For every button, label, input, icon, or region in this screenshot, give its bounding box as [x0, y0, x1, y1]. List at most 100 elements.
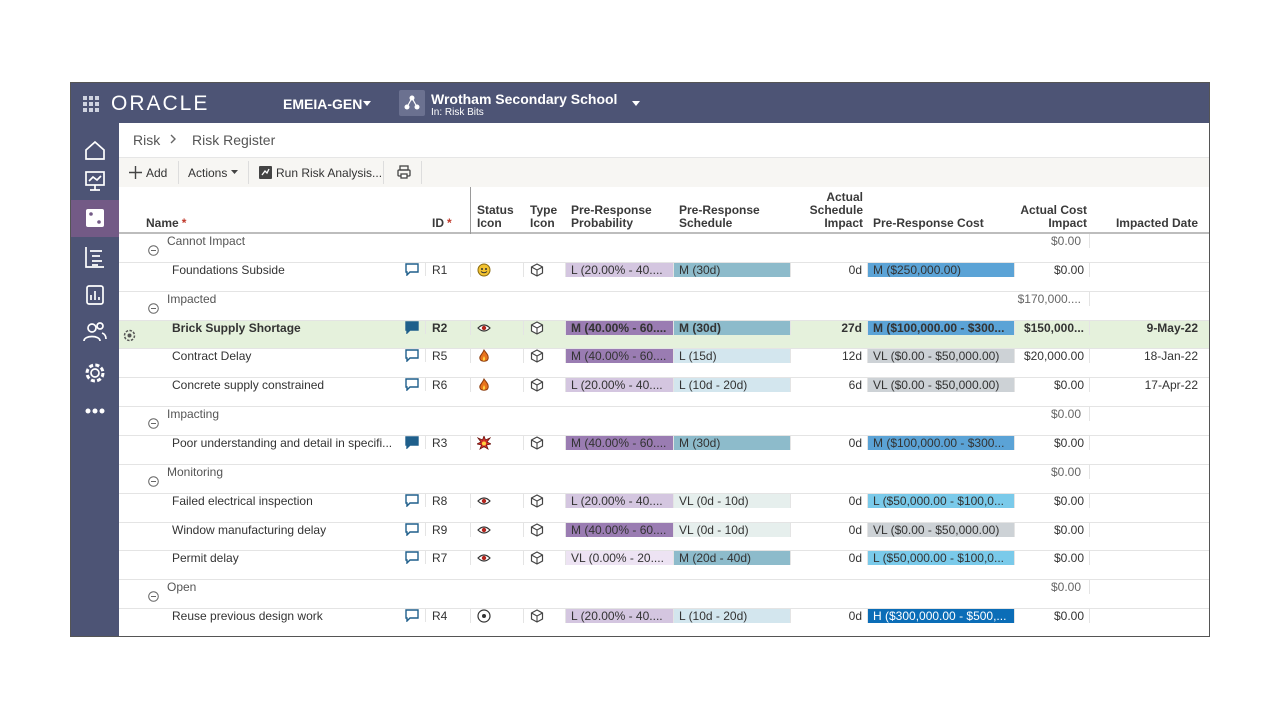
- schedule: VL (0d - 10d): [674, 522, 791, 537]
- table-row: Failed electrical inspection R8 L (20.00% …: [119, 493, 1209, 523]
- comment-icon[interactable]: [399, 493, 426, 507]
- column-header: Actual Cost Impact: [1017, 187, 1087, 233]
- risk-name[interactable]: Concrete supply constrained: [172, 378, 325, 393]
- column-header: Type Icon: [530, 187, 566, 233]
- print-button[interactable]: [397, 165, 411, 179]
- caret: [231, 170, 238, 174]
- breadcrumb-item[interactable]: Risk: [133, 132, 161, 148]
- risk-id: R1: [426, 262, 471, 277]
- probability: M (40.00% - 60....: [566, 320, 674, 335]
- schedule: M (30d): [674, 320, 791, 335]
- column-label[interactable]: Actual Schedule Impact: [809, 190, 863, 230]
- cost: M ($100,000.00 - $300...: [868, 320, 1015, 335]
- risk-name[interactable]: Foundations Subside: [172, 262, 285, 277]
- add-button[interactable]: Add: [146, 166, 168, 180]
- sidebar: [71, 123, 119, 637]
- column-label[interactable]: Pre-Response Cost: [873, 216, 984, 230]
- risk-name[interactable]: Failed electrical inspection: [172, 493, 313, 508]
- type-icon: [524, 609, 566, 624]
- table-header: [119, 187, 1209, 234]
- impacted-date: 9-May-22: [1146, 320, 1198, 335]
- actual-cost: $0.00: [1015, 407, 1090, 422]
- probability: L (20.00% - 40....: [566, 609, 674, 624]
- column-label[interactable]: Impacted Date: [1115, 216, 1198, 230]
- app-frame: ORACLE EMEIA-GEN Wrotham Secondary Schoo…: [70, 82, 1210, 637]
- column-label[interactable]: ID: [432, 216, 444, 230]
- table-row: Open $0.00: [119, 580, 1209, 610]
- probability: L (20.00% - 40....: [566, 378, 674, 393]
- column-label[interactable]: Pre-Response Schedule: [679, 203, 760, 230]
- project-name[interactable]: Wrotham Secondary School: [431, 91, 618, 107]
- table-row[interactable]: Brick Supply Shortage R2 M (40.00% - 60...…: [119, 320, 1209, 350]
- column-label[interactable]: Actual Cost Impact: [1020, 203, 1087, 230]
- risk-name[interactable]: Poor understanding and detail in specifi…: [172, 436, 393, 451]
- chevron: [170, 134, 176, 144]
- status-icon: [471, 493, 524, 508]
- comment-icon[interactable]: [399, 320, 426, 334]
- actual-schedule: 27d: [791, 320, 868, 335]
- group-header: Open: [167, 580, 197, 595]
- schedule: M (20d - 40d): [674, 551, 791, 566]
- column-label[interactable]: Type Icon: [530, 203, 558, 230]
- type-icon: [524, 378, 566, 393]
- column-header: Pre-Response Schedule: [679, 187, 779, 233]
- column-label[interactable]: Pre-Response Probability: [571, 203, 652, 230]
- table-row: Cannot Impact $0.00: [119, 234, 1209, 263]
- column-label[interactable]: Name: [146, 216, 179, 230]
- cost: L ($50,000.00 - $100,0...: [868, 551, 1015, 566]
- separator: [383, 161, 384, 184]
- type-icon: [524, 436, 566, 451]
- actual-cost: $0.00: [1015, 464, 1090, 479]
- project-location: In: Risk Bits: [431, 107, 484, 118]
- sidebar-icons[interactable]: [71, 123, 119, 637]
- column-header: Status Icon: [477, 187, 525, 233]
- collapse-toggle[interactable]: [148, 301, 159, 314]
- status-icon: [471, 378, 524, 393]
- risk-name[interactable]: Permit delay: [172, 551, 239, 566]
- apps-icon[interactable]: [83, 96, 99, 112]
- type-icon: [524, 551, 566, 566]
- caret[interactable]: [632, 101, 640, 106]
- status-icon: [471, 349, 524, 364]
- run-analysis-button[interactable]: Run Risk Analysis...: [276, 166, 383, 180]
- collapse-toggle[interactable]: [148, 589, 159, 603]
- actual-cost: $20,000.00: [1015, 349, 1090, 364]
- risk-name[interactable]: Brick Supply Shortage: [172, 320, 301, 335]
- comment-icon[interactable]: [399, 436, 426, 450]
- comment-icon[interactable]: [399, 522, 426, 536]
- schedule: L (15d): [674, 349, 791, 364]
- actual-cost: $0.00: [1015, 580, 1090, 595]
- cost: M ($250,000.00): [868, 262, 1015, 277]
- actual-cost: $0.00: [1015, 234, 1090, 248]
- risk-id: R6: [426, 378, 471, 393]
- column-header: ID *: [432, 187, 472, 233]
- column-label[interactable]: Status Icon: [477, 203, 514, 230]
- collapse-toggle[interactable]: [148, 243, 159, 256]
- cost: VL ($0.00 - $50,000.00): [868, 522, 1015, 537]
- risk-name[interactable]: Reuse previous design work: [172, 609, 323, 624]
- workspace[interactable]: EMEIA-GEN: [283, 96, 363, 112]
- status-icon: [471, 262, 524, 277]
- cost: H ($300,000.00 - $500,...: [868, 609, 1015, 624]
- actions-button[interactable]: Actions: [188, 166, 228, 180]
- risk-name[interactable]: Contract Delay: [172, 349, 252, 364]
- status-icon: [471, 522, 524, 537]
- comment-icon[interactable]: [399, 609, 426, 623]
- actual-cost: $0.00: [1015, 436, 1090, 451]
- collapse-toggle[interactable]: [148, 474, 159, 487]
- type-icon: [524, 320, 566, 335]
- probability: L (20.00% - 40....: [566, 493, 674, 508]
- column-header: Pre-Response Probability: [571, 187, 671, 233]
- comment-icon[interactable]: [399, 349, 426, 363]
- type-icon: [524, 262, 566, 277]
- collapse-toggle[interactable]: [148, 416, 159, 429]
- probability: L (20.00% - 40....: [566, 262, 674, 277]
- risk-name[interactable]: Window manufacturing delay: [172, 522, 327, 537]
- probability: M (40.00% - 60....: [566, 522, 674, 537]
- table-row: Poor understanding and detail in specifi…: [119, 436, 1209, 465]
- comment-icon[interactable]: [399, 551, 426, 565]
- column-header: Impacted Date: [1092, 187, 1198, 233]
- project-icon: [399, 90, 425, 116]
- comment-icon[interactable]: [399, 378, 426, 392]
- comment-icon[interactable]: [399, 262, 426, 276]
